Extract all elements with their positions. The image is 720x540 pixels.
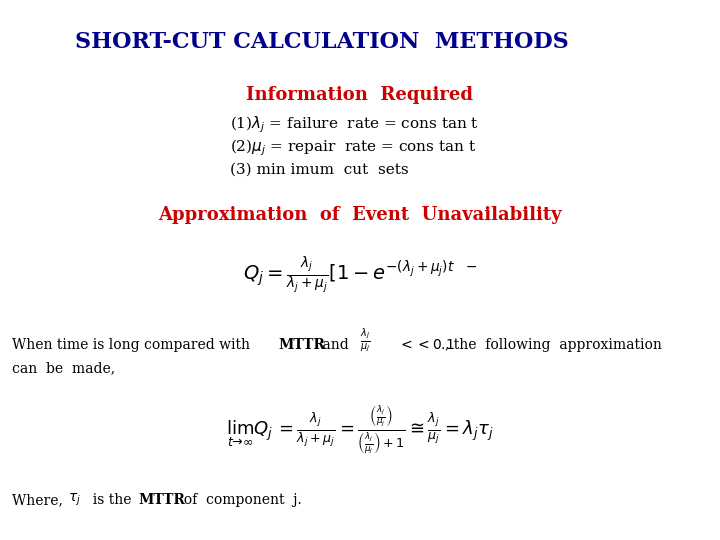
Text: When time is long compared with: When time is long compared with — [12, 338, 254, 352]
Text: and: and — [318, 338, 348, 352]
Text: (3) min imum  cut  sets: (3) min imum cut sets — [230, 163, 409, 177]
Text: $Q_j = \frac{\lambda_j}{\lambda_j + \mu_j}\left[1 - e^{-(\lambda_j+\mu_j)t}\righ: $Q_j = \frac{\lambda_j}{\lambda_j + \mu_… — [243, 255, 477, 295]
Text: can  be  made,: can be made, — [12, 361, 115, 375]
Text: $\frac{\lambda_j}{\mu_j}$: $\frac{\lambda_j}{\mu_j}$ — [360, 326, 371, 354]
Text: of  component  j.: of component j. — [175, 493, 302, 507]
Text: $\lim_{t \to \infty} Q_j = \frac{\lambda_j}{\lambda_j + \mu_j} = \frac{\left(\fr: $\lim_{t \to \infty} Q_j = \frac{\lambda… — [226, 404, 494, 456]
Text: is the: is the — [84, 493, 140, 507]
Text: Information  Required: Information Required — [246, 86, 474, 104]
Text: Where,: Where, — [12, 493, 71, 507]
Text: (1)$\lambda_j$ = failure  rate = cons tan t: (1)$\lambda_j$ = failure rate = cons tan… — [230, 114, 479, 136]
Text: , the  following  approximation: , the following approximation — [445, 338, 662, 352]
Text: SHORT-CUT CALCULATION  METHODS: SHORT-CUT CALCULATION METHODS — [75, 31, 569, 53]
Text: Approximation  of  Event  Unavailability: Approximation of Event Unavailability — [158, 206, 562, 224]
Text: $<< 0.1$: $<< 0.1$ — [398, 338, 455, 352]
Text: (2)$\mu_j$ = repair  rate = cons tan t: (2)$\mu_j$ = repair rate = cons tan t — [230, 138, 477, 158]
Text: MTTR: MTTR — [138, 493, 185, 507]
Text: $\tau_j$: $\tau_j$ — [68, 492, 81, 508]
Text: MTTR: MTTR — [278, 338, 325, 352]
